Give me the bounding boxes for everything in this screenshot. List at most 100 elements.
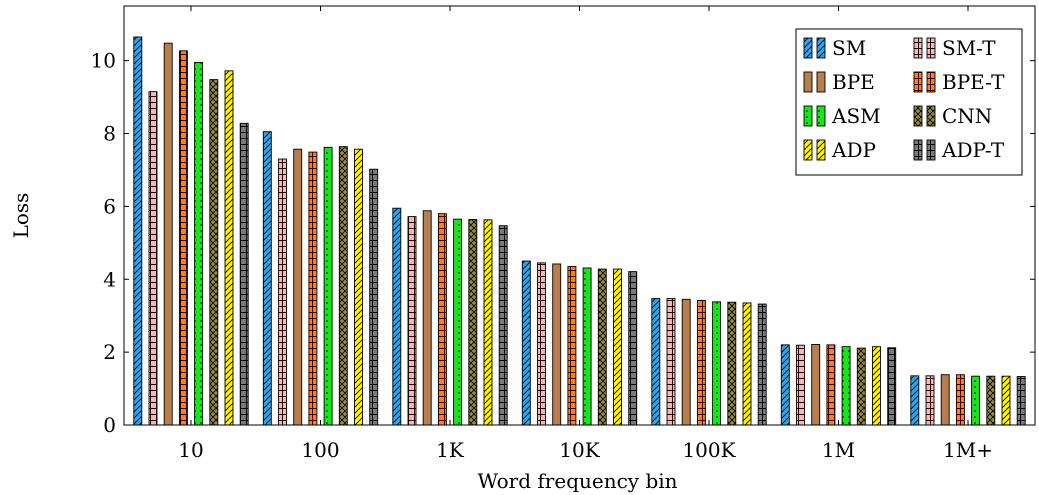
x-tick-label-10: 10	[178, 438, 203, 462]
bar-sm-t-10	[148, 91, 158, 426]
bar-adp-10	[224, 70, 234, 426]
x-axis-title: Word frequency bin	[477, 469, 677, 493]
labels-layer: 0 2 4 6 8 10 10 100 1K 10K 100K 1M 1M+ Word frequency…	[9, 49, 993, 493]
bar-adp-t-1m	[887, 347, 897, 426]
bar-adp-t-1k	[498, 225, 508, 426]
bar-bpe-t-10k	[567, 266, 577, 426]
bar-adp-10k	[613, 268, 622, 426]
bar-cnn-100	[338, 146, 348, 426]
bar-sm-t-100k	[666, 298, 676, 426]
bar-bpe-100k	[681, 298, 691, 426]
y-tick-label: 6	[103, 194, 116, 218]
bar-sm-100	[262, 131, 272, 426]
bar-bpe-1m	[940, 374, 950, 426]
legend-label-adp: ADP	[831, 138, 876, 162]
x-tick-label-10k: 10K	[559, 438, 600, 462]
x-tick-label-1k: 1K	[436, 438, 465, 462]
bar-adp-t-100	[369, 168, 379, 426]
bar-adp-t-10	[239, 122, 249, 426]
y-tick-label: 0	[103, 413, 116, 437]
bar-sm-10k	[521, 260, 531, 426]
legend-label-asm: ASM	[831, 104, 881, 128]
bar-cnn-1k	[468, 219, 478, 426]
bar-cnn-100k	[727, 301, 737, 426]
bar-sm-1k	[392, 207, 402, 426]
legend-swatch-adp	[803, 139, 813, 161]
bar-sm-t-10k	[537, 262, 546, 426]
legend-swatch-sm	[816, 37, 826, 59]
bar-asm-1m	[841, 346, 851, 426]
bar-asm-10k	[582, 267, 592, 426]
legend-swatch-sm-t	[913, 37, 923, 59]
legend-label-sm-t: SM-T	[942, 36, 996, 60]
legend-swatch-adp-t	[926, 139, 936, 161]
legend-swatch-sm-t	[926, 37, 936, 59]
x-tick-label-1m: 1M+	[943, 438, 993, 462]
bar-adp-t-1m	[1016, 376, 1026, 426]
bar-sm-t-100	[278, 158, 287, 426]
bars-layer	[133, 36, 1026, 426]
bar-asm-1k	[453, 218, 463, 426]
bar-sm-t-1m	[796, 344, 805, 426]
bar-adp-1k	[483, 219, 493, 426]
legend-swatch-asm	[816, 105, 826, 127]
bar-adp-t-10k	[628, 271, 638, 426]
legend-swatch-bpe-t	[913, 71, 923, 93]
legend-swatch-adp-t	[913, 139, 923, 161]
bar-bpe-t-10	[178, 50, 188, 426]
bar-bpe-t-100	[308, 151, 318, 426]
bar-bpe-t-100k	[696, 299, 706, 426]
legend-swatch-sm	[803, 37, 813, 59]
bar-bpe-t-1k	[437, 213, 447, 426]
legend-label-bpe: BPE	[832, 70, 875, 94]
bar-bpe-1m	[811, 344, 821, 426]
bar-cnn-10k	[597, 268, 607, 426]
bar-sm-1m	[910, 375, 920, 426]
bar-adp-1m	[1001, 375, 1011, 426]
y-tick-label: 10	[91, 49, 116, 73]
bar-asm-100k	[712, 301, 722, 426]
x-tick-label-1m: 1M	[822, 438, 855, 462]
bar-adp-100	[354, 148, 363, 426]
bar-bpe-10	[163, 42, 173, 426]
legend-swatch-asm	[803, 105, 813, 127]
legend: SM SM-T BPE BPE-T ASM CNN ADP ADP-T	[795, 28, 1023, 176]
legend-swatch-bpe	[803, 71, 813, 93]
bar-sm-t-1m	[925, 375, 935, 426]
bar-sm-1m	[780, 344, 790, 426]
y-tick-label: 8	[103, 122, 116, 146]
y-tick-label: 2	[103, 340, 116, 364]
bar-sm-10	[133, 36, 143, 426]
legend-swatch-adp	[816, 139, 826, 161]
legend-label-bpe-t: BPE-T	[942, 70, 1005, 94]
axes-layer	[123, 5, 1036, 426]
x-tick-label-100k: 100K	[682, 438, 736, 462]
bar-sm-t-1k	[407, 216, 417, 426]
bar-bpe-t-1m	[955, 374, 965, 426]
bar-adp-100k	[742, 302, 752, 426]
legend-swatch-bpe-t	[926, 71, 936, 93]
bar-cnn-1m	[856, 347, 866, 426]
bar-adp-1m	[872, 346, 881, 426]
bar-cnn-1m	[986, 375, 996, 426]
legend-box	[795, 28, 1023, 176]
bar-bpe-10k	[552, 263, 562, 426]
bar-asm-10	[194, 62, 204, 426]
bar-bpe-100	[293, 148, 303, 426]
x-tick-label-100: 100	[301, 438, 339, 462]
bar-cnn-10	[209, 79, 219, 426]
y-axis-title: Loss	[9, 193, 33, 239]
bar-bpe-1k	[422, 210, 432, 426]
legend-label-adp-t: ADP-T	[941, 138, 1005, 162]
legend-swatch-cnn	[913, 105, 923, 127]
legend-label-sm: SM	[832, 36, 866, 60]
legend-swatch-cnn	[926, 105, 936, 127]
legend-label-cnn: CNN	[942, 104, 992, 128]
y-tick-label: 4	[103, 267, 116, 291]
legend-swatch-bpe	[816, 71, 826, 93]
bar-adp-t-100k	[757, 303, 767, 426]
bar-asm-100	[323, 146, 333, 426]
bar-asm-1m	[971, 375, 981, 426]
bar-bpe-t-1m	[826, 344, 836, 426]
